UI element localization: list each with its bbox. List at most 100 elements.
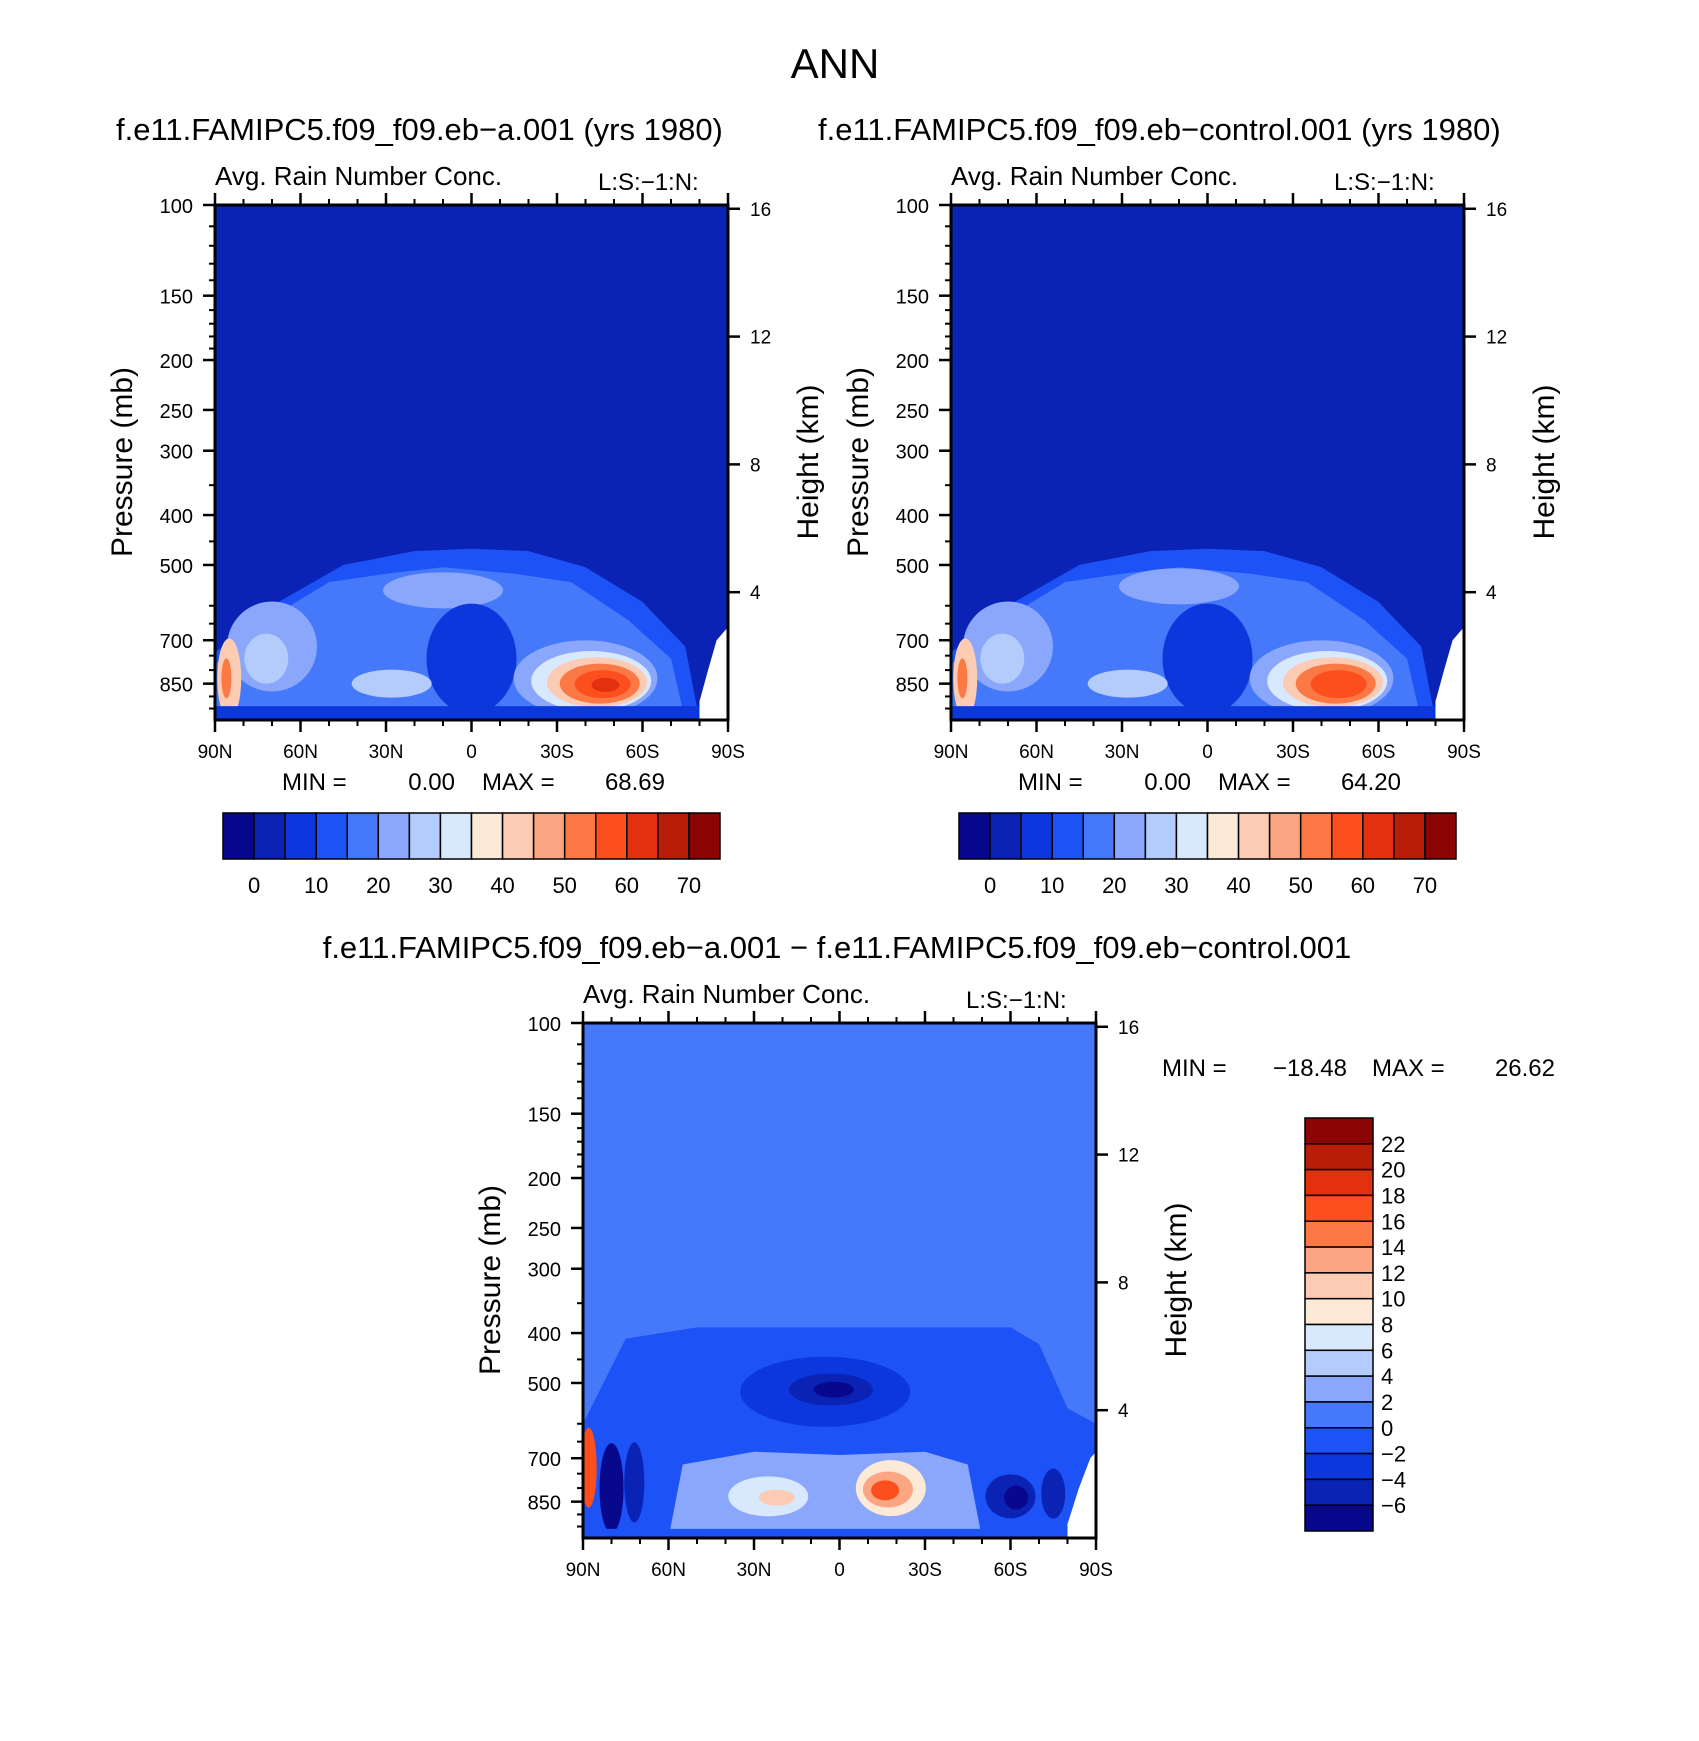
panel-a-max-label: MAX = [482, 769, 555, 796]
panel-control-xtick-label: 90N [934, 742, 969, 763]
panel-diff-y2tick-label: 12 [1118, 1146, 1139, 1167]
panel-diff-ytick-label: 400 [528, 1324, 561, 1346]
panel-control-ytick-label: 400 [896, 506, 929, 528]
panel-a-level-tag: L:S:−1:N: [598, 169, 699, 196]
diff-title: f.e11.FAMIPC5.f09_f09.eb−a.001 − f.e11.F… [323, 930, 1352, 965]
panel-a-xtick-label: 60S [626, 742, 660, 763]
panel-a-ytick-label: 200 [160, 351, 193, 373]
panel-a-ytick-label: 100 [160, 196, 193, 218]
panel-control-ytick-label: 200 [896, 351, 929, 373]
panel-a-ytick-label: 300 [160, 442, 193, 464]
panel-control-colorbar-tick-label: 70 [1413, 873, 1437, 898]
panel-control-colorbar-tick-label: 60 [1351, 873, 1375, 898]
panel-a-xtick-label: 90S [711, 742, 745, 763]
panel-diff-ytick-label: 500 [528, 1374, 561, 1396]
panel-control-ytick-label: 100 [896, 196, 929, 218]
panel-a-case-title: f.e11.FAMIPC5.f09_f09.eb−a.001 (yrs 1980… [116, 112, 723, 147]
panel-diff-colorbar-swatch [1304, 1401, 1374, 1429]
panel-a-colorbar-swatch [563, 812, 597, 860]
panel-diff-plot-area [583, 1023, 1096, 1538]
panel-diff-colorbar-tick-label: 14 [1381, 1235, 1405, 1260]
panel-diff-level-tag: L:S:−1:N: [966, 987, 1067, 1014]
panel-a-ytick-label: 250 [160, 401, 193, 423]
panel-control-colorbar-swatch [1144, 812, 1178, 860]
panel-a-y2tick-label: 16 [750, 200, 771, 221]
panel-a-colorbar-swatch [470, 812, 504, 860]
panel-control-y2tick-label: 16 [1486, 200, 1507, 221]
panel-diff-xtick-label: 60N [651, 1560, 686, 1581]
panel-diff-max-label: MAX = [1372, 1055, 1445, 1082]
panel-diff-ytick-label: 250 [528, 1219, 561, 1241]
panel-diff-axes: 100 150 200 250 300 400 500 700 850 16 12 8 4 90N 60N 3… [528, 1011, 1139, 1581]
panel-a-min-label: MIN = [282, 769, 347, 796]
panel-diff-colorbar-tick-label: 6 [1381, 1338, 1393, 1363]
panel-diff-colorbar-swatch [1304, 1452, 1374, 1481]
figure-title: ANN [791, 40, 880, 87]
panel-diff-y2tick-label: 4 [1118, 1401, 1129, 1422]
field-contour-5 [426, 603, 517, 714]
panel-diff-ytick-label: 150 [528, 1105, 561, 1127]
panel-control-y2tick-label: 4 [1486, 583, 1497, 604]
panel-control-colorbar-swatch [1082, 812, 1116, 860]
panel-control-xtick-label: 30N [1105, 742, 1140, 763]
panel-a-colorbar-swatch [222, 812, 255, 860]
panel-a-ytick-label: 500 [160, 556, 193, 578]
panel-control-colorbar-swatch [1020, 812, 1053, 860]
panel-control-ytick-label: 300 [896, 442, 929, 464]
panel-control-colorbar-swatch [1268, 812, 1302, 860]
panel-control-colorbar: 0 10 20 30 40 50 60 70 [958, 812, 1457, 898]
panel-diff-ylabel-left: Pressure (mb) [474, 1185, 507, 1375]
panel-diff-colorbar-tick-label: −6 [1381, 1493, 1406, 1518]
panel-control-colorbar-swatch [1175, 812, 1209, 860]
panel-a-xtick-label: 60N [283, 742, 318, 763]
panel-diff-colorbar-tick-label: 10 [1381, 1287, 1405, 1312]
panel-a-colorbar-swatch [688, 812, 721, 860]
panel-a-xtick-label: 30S [540, 742, 574, 763]
panel-diff: f.e11.FAMIPC5.f09_f09.eb−a.001 − f.e11.F… [323, 930, 1555, 1581]
panel-diff-colorbar-tick-label: 4 [1381, 1364, 1393, 1389]
panel-diff-variable-title: Avg. Rain Number Conc. [583, 979, 870, 1009]
panel-diff-max-value: 26.62 [1495, 1055, 1555, 1082]
field-contour-neg6 [1041, 1468, 1066, 1519]
panel-a-colorbar-swatch [626, 812, 659, 860]
panel-diff-colorbar-tick-label: −2 [1381, 1442, 1406, 1467]
panel-control-colorbar-tick-label: 50 [1288, 873, 1312, 898]
field-contour-25 [980, 633, 1025, 684]
panel-diff-y2tick-label: 16 [1118, 1018, 1139, 1039]
panel-control-colorbar-swatch [1206, 812, 1240, 860]
panel-a-xtick-label: 0 [466, 742, 477, 763]
panel-diff-min-value: −18.48 [1273, 1055, 1347, 1082]
field-contour-25 [351, 669, 432, 698]
panel-a-colorbar-tick-label: 70 [677, 873, 701, 898]
panel-diff-colorbar-tick-label: 12 [1381, 1261, 1405, 1286]
panel-control-plot-area [951, 205, 1464, 720]
panel-a: f.e11.FAMIPC5.f09_f09.eb−a.001 (yrs 1980… [106, 112, 825, 898]
panel-diff-colorbar-swatch [1304, 1375, 1374, 1403]
field-contour-25 [1087, 669, 1168, 698]
field-contour-50 [221, 658, 232, 699]
panel-a-colorbar-swatch [532, 812, 566, 860]
field-contour-16 [871, 1480, 900, 1501]
panel-diff-xtick-label: 90N [566, 1560, 601, 1581]
panel-a-colorbar: 0 10 20 30 40 50 60 70 [222, 812, 721, 898]
panel-control-level-tag: L:S:−1:N: [1334, 169, 1435, 196]
panel-diff-ytick-label: 300 [528, 1260, 561, 1282]
panel-diff-colorbar-swatch [1304, 1168, 1374, 1197]
panel-diff-colorbar-swatch [1304, 1478, 1374, 1506]
panel-diff-colorbar-swatch [1304, 1323, 1374, 1352]
panel-diff-colorbar-swatch [1304, 1246, 1374, 1274]
field-contour-5 [1162, 603, 1253, 714]
field-contour-neg6 [624, 1442, 645, 1523]
panel-a-ytick-label: 150 [160, 287, 193, 309]
field-contour-neg8 [813, 1381, 854, 1398]
field-contour-25 [244, 633, 289, 684]
panel-diff-colorbar-swatch [1304, 1349, 1374, 1377]
panel-a-ylabel-left: Pressure (mb) [106, 367, 139, 557]
panel-control-ytick-label: 150 [896, 287, 929, 309]
panel-diff-xtick-label: 0 [834, 1560, 845, 1581]
panel-diff-min-label: MIN = [1162, 1055, 1227, 1082]
panel-diff-colorbar-swatch [1304, 1194, 1374, 1222]
panel-a-colorbar-swatch [253, 812, 286, 860]
panel-control-colorbar-swatch [1362, 812, 1395, 860]
panel-a-colorbar-swatch [439, 812, 473, 860]
